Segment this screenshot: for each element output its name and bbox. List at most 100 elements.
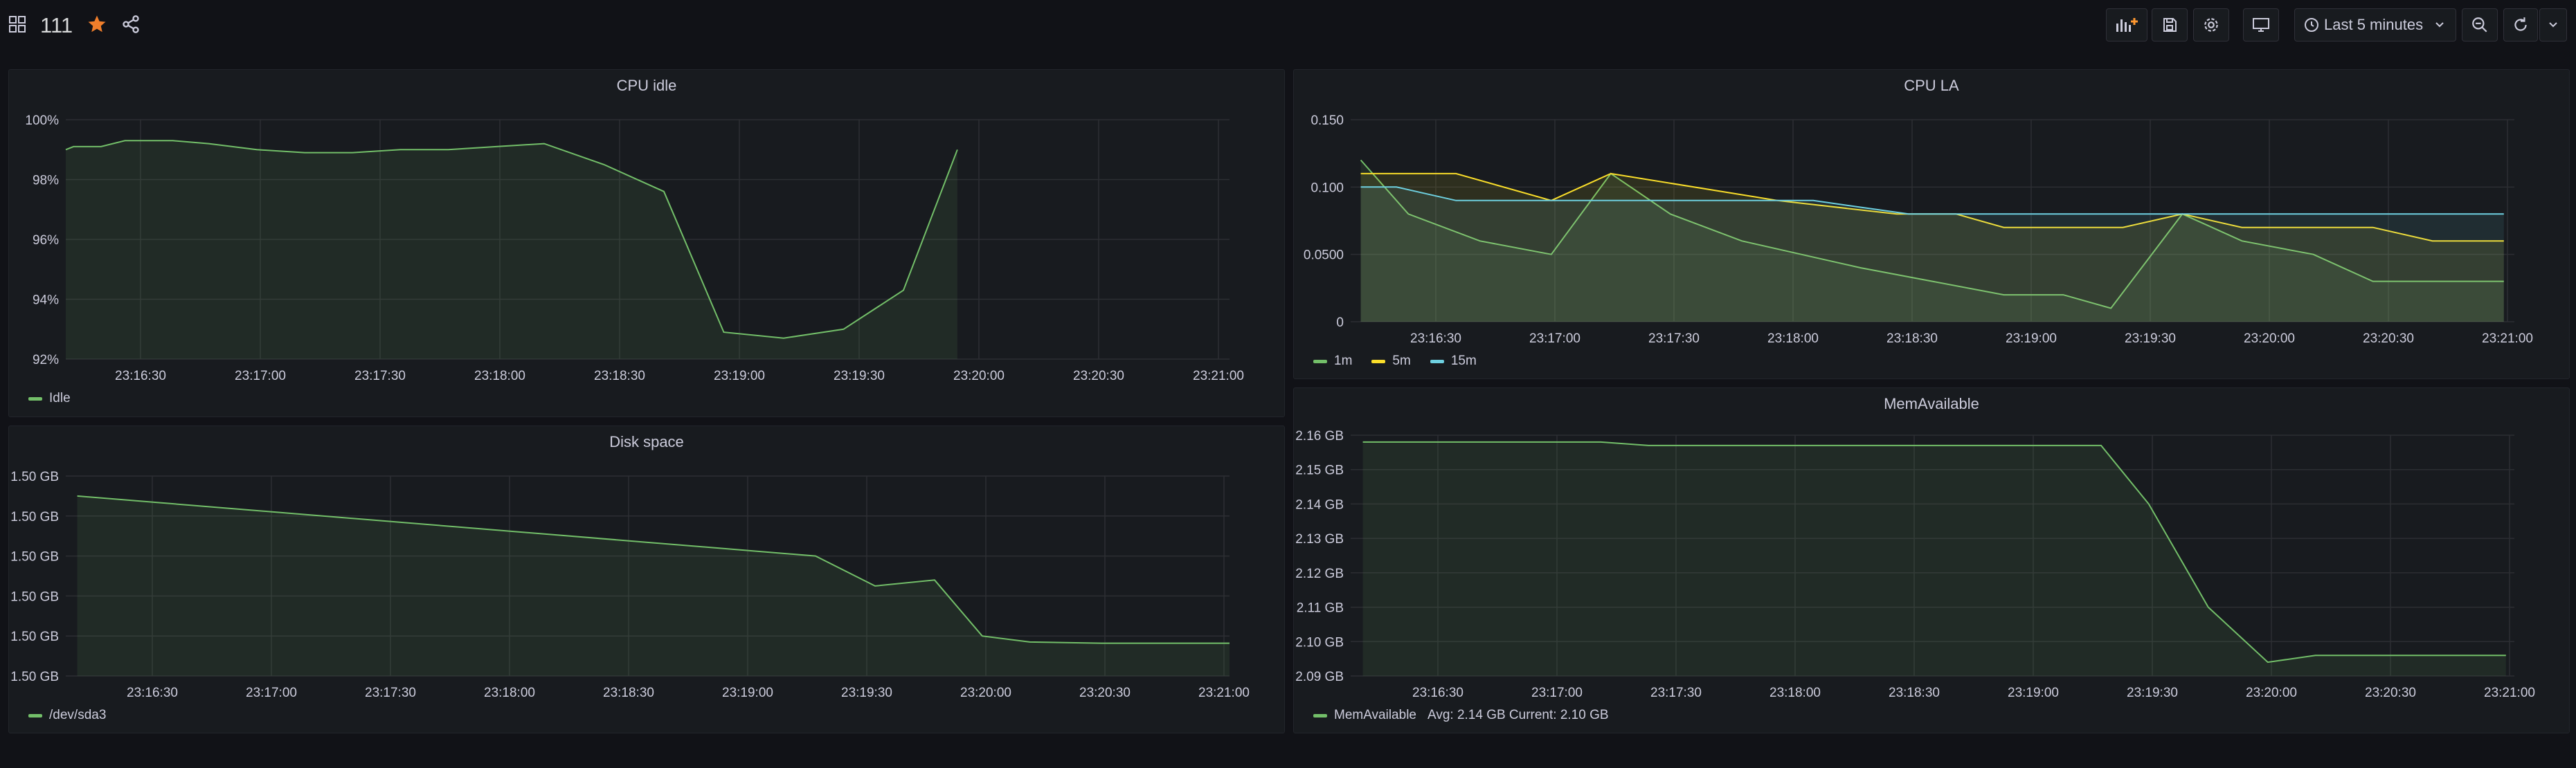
save-dashboard-button[interactable] bbox=[2152, 8, 2188, 42]
x-tick-label: 23:17:00 bbox=[246, 686, 297, 700]
legend-swatch bbox=[1313, 359, 1327, 363]
y-tick-label: 2.14 GB bbox=[1295, 497, 1344, 512]
y-tick-label: 1.50 GB bbox=[10, 550, 59, 565]
x-tick-label: 23:20:30 bbox=[1073, 369, 1124, 383]
panel-title[interactable]: CPU LA bbox=[1904, 77, 1959, 94]
view-mode-button[interactable] bbox=[2243, 8, 2279, 42]
refresh-icon bbox=[2514, 17, 2527, 31]
legend-item[interactable]: /dev/sda3 bbox=[28, 708, 106, 723]
x-tick-label: 23:20:00 bbox=[960, 686, 1011, 700]
panel-title[interactable]: CPU idle bbox=[616, 77, 677, 94]
cpu-la-panel[interactable]: CPU LA 0.150 0.100 0.0500 0 23:16:30 23:17:00… bbox=[1293, 69, 2570, 379]
x-tick-label: 23:16:30 bbox=[1412, 686, 1463, 700]
legend-swatch bbox=[1430, 359, 1444, 363]
legend-swatch bbox=[28, 396, 42, 401]
legend-label: /dev/sda3 bbox=[49, 708, 107, 722]
monitor-icon bbox=[2253, 18, 2269, 32]
y-tick-label: 92% bbox=[33, 353, 59, 367]
share-icon[interactable] bbox=[121, 15, 141, 37]
x-tick-label: 23:17:00 bbox=[1529, 331, 1580, 346]
mem-available-panel[interactable]: MemAvailable 2.16 GB 2.15 GB 2.14 GB 2.13 G… bbox=[1293, 387, 2570, 733]
y-tick-label: 1.50 GB bbox=[10, 630, 59, 644]
x-tick-label: 23:19:30 bbox=[2125, 331, 2176, 346]
y-tick-label: 0 bbox=[1336, 316, 1344, 330]
x-tick-label: 23:20:00 bbox=[2246, 686, 2297, 700]
gear-icon bbox=[2204, 18, 2218, 32]
y-tick-label: 2.13 GB bbox=[1295, 532, 1344, 547]
x-tick-label: 23:20:30 bbox=[1079, 686, 1131, 700]
y-tick-label: 96% bbox=[33, 233, 59, 248]
clock-icon bbox=[2305, 18, 2318, 32]
x-tick-label: 23:17:30 bbox=[354, 369, 406, 383]
legend-item[interactable]: MemAvailable Avg: 2.14 GB Current: 2.10 G… bbox=[1313, 708, 1609, 723]
x-tick-label: 23:20:00 bbox=[953, 369, 1005, 383]
series-line bbox=[1362, 441, 2506, 664]
y-tick-label: 100% bbox=[25, 113, 59, 128]
legend-stats: Avg: 2.14 GB Current: 2.10 GB bbox=[1427, 708, 1609, 722]
dashboard-navbar: 111 bbox=[0, 0, 2576, 55]
panel-title[interactable]: MemAvailable bbox=[1884, 395, 1979, 412]
zoom-out-button[interactable] bbox=[2462, 8, 2498, 42]
x-tick-label: 23:16:30 bbox=[127, 686, 178, 700]
legend-label: 1m bbox=[1334, 354, 1353, 368]
y-tick-label: 98% bbox=[33, 174, 59, 188]
panel-title[interactable]: Disk space bbox=[609, 433, 684, 450]
x-tick-label: 23:19:00 bbox=[714, 369, 765, 383]
x-tick-label: 23:16:30 bbox=[115, 369, 166, 383]
refresh-interval-dropdown[interactable] bbox=[2539, 8, 2567, 42]
y-tick-label: 1.50 GB bbox=[10, 589, 59, 604]
series-line bbox=[65, 140, 958, 339]
cpu-la-chart[interactable]: 0.150 0.100 0.0500 0 23:16:30 23:17:00 23:17:3… bbox=[1294, 70, 2570, 380]
series-line bbox=[1360, 186, 2504, 215]
y-tick-label: 0.0500 bbox=[1304, 248, 1344, 263]
legend-item[interactable]: 15m bbox=[1430, 354, 1477, 369]
star-icon[interactable] bbox=[87, 14, 107, 38]
refresh-button[interactable] bbox=[2503, 8, 2538, 42]
legend-item[interactable]: Idle bbox=[28, 391, 71, 406]
add-panel-icon bbox=[2116, 18, 2138, 32]
legend-swatch bbox=[1313, 713, 1327, 717]
x-tick-label: 23:18:30 bbox=[594, 369, 645, 383]
zoom-out-icon bbox=[2472, 17, 2487, 33]
x-tick-label: 23:18:00 bbox=[484, 686, 535, 700]
legend-item[interactable]: 5m bbox=[1371, 354, 1411, 369]
x-tick-label: 23:17:30 bbox=[1650, 686, 1702, 700]
x-tick-label: 23:21:00 bbox=[1198, 686, 1250, 700]
x-tick-label: 23:20:30 bbox=[2363, 331, 2414, 346]
y-tick-label: 1.50 GB bbox=[10, 670, 59, 684]
legend-item[interactable]: 1m bbox=[1313, 354, 1352, 369]
chevron-down-icon bbox=[2549, 22, 2557, 28]
dashboard-title[interactable]: 111 bbox=[40, 13, 73, 37]
dashboard-settings-button[interactable] bbox=[2193, 8, 2229, 42]
x-tick-label: 23:17:00 bbox=[1531, 686, 1583, 700]
x-tick-label: 23:19:00 bbox=[2006, 331, 2057, 346]
x-tick-label: 23:18:00 bbox=[474, 369, 525, 383]
y-tick-label: 0.150 bbox=[1310, 113, 1344, 128]
series-area bbox=[77, 495, 1230, 676]
disk-space-chart[interactable]: 1.50 GB 1.50 GB 1.50 GB 1.50 GB 1.50 GB 1.50 … bbox=[9, 426, 1286, 734]
x-tick-label: 23:19:00 bbox=[2008, 686, 2059, 700]
y-tick-label: 94% bbox=[33, 293, 59, 308]
x-tick-label: 23:17:00 bbox=[235, 369, 286, 383]
series-area bbox=[1362, 441, 2506, 676]
time-picker-button[interactable]: Last 5 minutes bbox=[2294, 8, 2456, 42]
save-icon bbox=[2163, 18, 2177, 32]
series-line bbox=[77, 495, 1230, 644]
disk-space-panel[interactable]: Disk space 1.50 GB 1.50 GB 1.50 GB 1.50 GB 1… bbox=[8, 426, 1285, 733]
series-line bbox=[1360, 159, 2504, 309]
x-tick-label: 23:21:00 bbox=[2484, 686, 2535, 700]
y-tick-label: 1.50 GB bbox=[10, 470, 59, 484]
legend-swatch bbox=[1371, 359, 1386, 363]
legend-swatch bbox=[28, 713, 42, 717]
add-panel-button[interactable] bbox=[2106, 8, 2147, 42]
mem-available-chart[interactable]: 2.16 GB 2.15 GB 2.14 GB 2.13 GB 2.12 GB 2.11 … bbox=[1294, 388, 2570, 734]
grid-apps-icon[interactable] bbox=[8, 15, 26, 37]
x-tick-label: 23:21:00 bbox=[1193, 369, 1244, 383]
cpu-idle-panel[interactable]: CPU idle 100% 98% 96% 94% 92% 23:16:30 23:17:0… bbox=[8, 69, 1285, 417]
x-tick-label: 23:18:00 bbox=[1769, 686, 1821, 700]
chart-legend: /dev/sda3 bbox=[28, 708, 106, 723]
legend-label: Idle bbox=[49, 391, 71, 405]
cpu-idle-chart[interactable]: 100% 98% 96% 94% 92% 23:16:30 23:17:00 23:17:30… bbox=[9, 70, 1286, 418]
y-tick-label: 2.12 GB bbox=[1295, 567, 1344, 581]
x-tick-label: 23:20:00 bbox=[2244, 331, 2295, 346]
